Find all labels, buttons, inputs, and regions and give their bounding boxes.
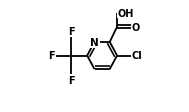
Text: O: O (131, 23, 139, 32)
Text: N: N (90, 38, 99, 47)
Text: OH: OH (118, 9, 134, 18)
Text: Cl: Cl (131, 51, 142, 61)
Text: F: F (68, 27, 75, 37)
Text: F: F (68, 75, 75, 85)
Text: F: F (48, 51, 54, 61)
